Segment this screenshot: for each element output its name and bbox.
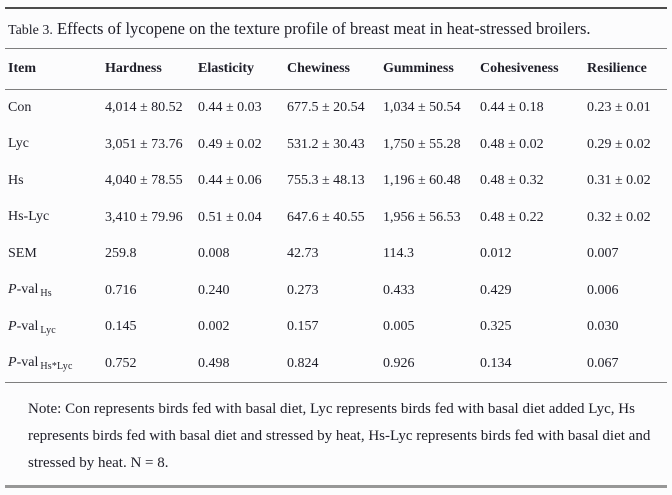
table-row-pval-hs-lyc: P-val Hs*Lyc 0.752 0.498 0.824 0.926 0.13… (5, 345, 667, 383)
row-label: Con (5, 90, 102, 127)
cell-value: 0.325 (480, 319, 512, 335)
row-label: Hs-Lyc (5, 200, 102, 237)
cell-value: 0.273 (287, 282, 319, 298)
table-row-pval-lyc: P-val Lyc 0.145 0.002 0.157 0.005 0.325 0… (5, 309, 667, 346)
row-label: P-val Hs*Lyc (5, 345, 102, 383)
column-header-hardness: Hardness (102, 49, 195, 90)
cell-value: 42.73 (287, 246, 319, 262)
row-label: P-val Lyc (5, 309, 102, 346)
title-divider-rule (5, 48, 667, 49)
table-title-text: Effects of lycopene on the texture profi… (52, 19, 591, 38)
cell-value: 259.8 (105, 246, 137, 262)
cell-value: 1,196 ± 60.48 (383, 173, 461, 189)
cell-value: 0.752 (102, 345, 195, 383)
column-header-cohesiveness: Cohesiveness (477, 49, 584, 90)
row-label-main: -val (16, 318, 39, 334)
cell-value: 0.29 ± 0.02 (587, 136, 651, 152)
column-header-chewiness: Chewiness (284, 49, 380, 90)
cell-value: 0.002 (198, 319, 230, 335)
cell-value: 0.145 (105, 319, 137, 335)
cell-value: 0.006 (587, 282, 619, 298)
cell-value: 3,051 ± 73.76 (105, 136, 183, 152)
row-label: Hs (5, 163, 102, 200)
row-label-main: Hs-Lyc (8, 209, 50, 225)
cell-value: 1,956 ± 56.53 (383, 209, 461, 225)
row-label-subscript: Hs*Lyc (40, 361, 73, 373)
table-title: Table 3. Effects of lycopene on the text… (8, 17, 664, 43)
header-row: Item Hardness Elasticity Chewiness Gummi… (5, 49, 667, 90)
cell-value: 0.007 (587, 246, 619, 262)
cell-value: 0.134 (477, 345, 584, 383)
cell-value: 3,410 ± 79.96 (105, 209, 183, 225)
cell-value: 0.429 (480, 282, 512, 298)
cell-value: 0.48 ± 0.02 (480, 136, 544, 152)
cell-value: 0.48 ± 0.32 (480, 173, 544, 189)
cell-value: 0.030 (587, 319, 619, 335)
row-label-main: -val (16, 282, 39, 298)
row-label-prefix: P (8, 318, 17, 334)
table-row-con: Con 4,014 ± 80.52 0.44 ± 0.03 677.5 ± 20… (5, 90, 667, 127)
cell-value: 4,014 ± 80.52 (105, 100, 183, 116)
cell-value: 1,750 ± 55.28 (383, 136, 461, 152)
cell-value: 531.2 ± 30.43 (287, 136, 365, 152)
row-label: P-val Hs (5, 273, 102, 310)
cell-value: 114.3 (383, 246, 414, 262)
table-row-pval-hs: P-val Hs 0.716 0.240 0.273 0.433 0.429 0.… (5, 273, 667, 310)
table-row-lyc: Lyc 3,051 ± 73.76 0.49 ± 0.02 531.2 ± 30… (5, 127, 667, 164)
row-label-main: Lyc (8, 136, 29, 152)
cell-value: 0.498 (195, 345, 284, 383)
cell-value: 0.926 (380, 345, 477, 383)
row-label-prefix: P (8, 355, 17, 371)
cell-value: 0.31 ± 0.02 (587, 173, 651, 189)
cell-value: 0.48 ± 0.22 (480, 209, 544, 225)
column-header-gumminess: Gumminess (380, 49, 477, 90)
column-header-item: Item (5, 49, 102, 90)
cell-value: 1,034 ± 50.54 (383, 100, 461, 116)
table-row-hs-lyc: Hs-Lyc 3,410 ± 79.96 0.51 ± 0.04 647.6 ±… (5, 200, 667, 237)
cell-value: 0.49 ± 0.02 (198, 136, 262, 152)
cell-value: 0.44 ± 0.06 (198, 173, 262, 189)
row-label: Lyc (5, 127, 102, 164)
cell-value: 0.32 ± 0.02 (587, 209, 651, 225)
cell-value: 0.433 (383, 282, 415, 298)
bottom-rule (5, 485, 667, 488)
cell-value: 0.23 ± 0.01 (587, 100, 651, 116)
cell-value: 0.008 (198, 246, 230, 262)
row-label-main: Hs (8, 172, 24, 188)
row-label-main: SEM (8, 245, 37, 261)
cell-value: 0.157 (287, 319, 319, 335)
row-label-main: Con (8, 99, 32, 115)
cell-value: 755.3 ± 48.13 (287, 173, 365, 189)
cell-value: 0.067 (584, 345, 667, 383)
row-label-subscript: Lyc (40, 324, 56, 336)
cell-value: 0.716 (105, 282, 137, 298)
cell-value: 677.5 ± 20.54 (287, 100, 365, 116)
table-note: Note: Con represents birds fed with basa… (28, 401, 651, 471)
row-label: SEM (5, 236, 102, 273)
row-label-main: -val (16, 355, 39, 371)
row-label-prefix: P (8, 282, 17, 298)
cell-value: 4,040 ± 78.55 (105, 173, 183, 189)
cell-value: 0.012 (480, 246, 512, 262)
table-row-hs: Hs 4,040 ± 78.55 0.44 ± 0.06 755.3 ± 48.… (5, 163, 667, 200)
cell-value: 0.005 (383, 319, 415, 335)
table-row-sem: SEM 259.8 0.008 42.73 114.3 0.012 0.007 (5, 236, 667, 273)
cell-value: 0.44 ± 0.03 (198, 100, 262, 116)
cell-value: 0.51 ± 0.04 (198, 209, 262, 225)
column-header-resilience: Resilience (584, 49, 667, 90)
cell-value: 0.824 (284, 345, 380, 383)
row-label-subscript: Hs (40, 288, 52, 300)
cell-value: 0.240 (198, 282, 230, 298)
cell-value: 647.6 ± 40.55 (287, 209, 365, 225)
top-rule (5, 7, 667, 9)
column-header-elasticity: Elasticity (195, 49, 284, 90)
table-title-label: Table 3. (8, 23, 53, 38)
cell-value: 0.44 ± 0.18 (480, 100, 544, 116)
texture-profile-table: Item Hardness Elasticity Chewiness Gummi… (5, 49, 667, 383)
